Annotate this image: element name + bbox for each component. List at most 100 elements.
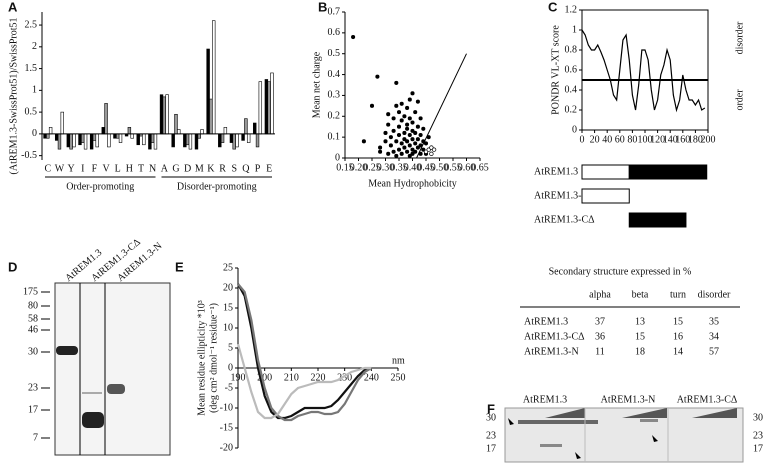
bar [246,133,251,143]
construct-segment [628,212,687,228]
marker-label: 17 [753,443,763,454]
x-tick-label: 190 [231,372,246,383]
x-tick-label: 220 [311,372,326,383]
point [394,139,399,144]
table-cell: 15 [635,331,645,342]
y-tick-label: -10 [220,402,233,413]
bar [101,127,105,135]
y-tick-label: -15 [220,422,233,433]
point [388,135,393,140]
panel-label: A [8,0,18,14]
marker-label: 23 [486,430,496,441]
y-tick-label: 0 [572,124,577,135]
x-tick-label: G [172,163,179,174]
point [407,133,412,138]
bar [244,118,248,135]
y-tick-label: 0.6 [328,27,341,38]
x-tick-label: 100 [638,134,653,145]
gradient-wedge [545,408,585,418]
bar [104,103,108,135]
bar [218,133,222,148]
y-tick-label: 10 [223,322,233,333]
y-tick-label: -20 [220,442,233,453]
x-tick-label: L [115,163,121,174]
x-tick-label: 230 [337,372,352,383]
panel-label: C [548,0,558,14]
marker-label: 30 [753,412,763,423]
y-tick-label: 15 [223,302,233,313]
x-tick-label: H [126,163,133,174]
group-label: AtREM1.3-N [601,394,656,405]
x-tick-label: 0.55 [444,162,462,173]
marker-label: 30 [28,346,38,357]
table-cell: 13 [635,316,645,327]
x-tick-label: F [92,163,98,174]
point [421,126,426,131]
bar [223,127,228,135]
x-tick-label: 0.40 [404,162,422,173]
bar [142,133,146,146]
bar [174,113,178,135]
x-tick-label: 200 [257,372,272,383]
point [399,151,404,156]
y-tick-label: 1.5 [25,63,38,74]
bar [209,98,213,135]
construct-label: AtREM1.3-N [534,190,589,201]
marker-label: 30 [486,412,496,423]
construct-label: AtREM1.3 [534,166,578,177]
table-cell: 15 [673,316,683,327]
point [405,105,410,110]
marker-label: 58 [28,313,38,324]
bar [171,133,175,148]
x-tick-label: S [231,163,237,174]
bar [92,133,97,141]
y-tick-label: 1 [32,85,37,96]
gel-d [54,282,171,456]
x-tick-label: N [149,163,156,174]
panel-label: B [318,0,327,14]
bar [183,133,187,148]
cd-curve [237,283,372,422]
bar [194,133,199,150]
point [413,149,418,154]
band [107,384,125,394]
bar [229,133,234,143]
point [407,153,412,158]
bar [148,133,152,150]
bar [127,127,132,135]
marker-label: 46 [28,324,38,335]
bar [83,133,88,150]
table-header: turn [670,289,686,300]
marker-label: 7 [33,432,38,443]
bar [177,129,181,135]
y-tick-label: 0.2 [328,111,341,122]
table-cell: 16 [673,331,683,342]
axes [344,12,480,159]
bar [220,133,225,143]
cd-curve [237,283,372,420]
y-tick-label: -5 [225,382,233,393]
point [396,147,402,152]
point [402,137,407,142]
y-tick-label: 0.2 [565,104,578,115]
x-tick-label: I [81,163,84,174]
table-cell: 11 [595,346,605,357]
point [410,120,415,125]
point [415,124,420,129]
point [423,141,429,146]
y-axis-title: (AtREM1.3-SwissProt51)/SwissProt51 [8,18,19,175]
x-tick-label: 0.15 [336,162,354,173]
y-tick-label: 25 [223,262,233,273]
bar [130,133,134,139]
y-tick-label: 1.2 [565,4,578,15]
panel-label: F [487,401,495,416]
bar [206,48,210,135]
marker-label: 17 [28,404,38,415]
point [391,116,396,121]
bar [270,72,274,135]
x-tick-label: 80 [627,134,637,145]
bar [107,133,111,148]
point [415,137,420,142]
table-cell: 36 [595,331,605,342]
bar [185,133,190,146]
